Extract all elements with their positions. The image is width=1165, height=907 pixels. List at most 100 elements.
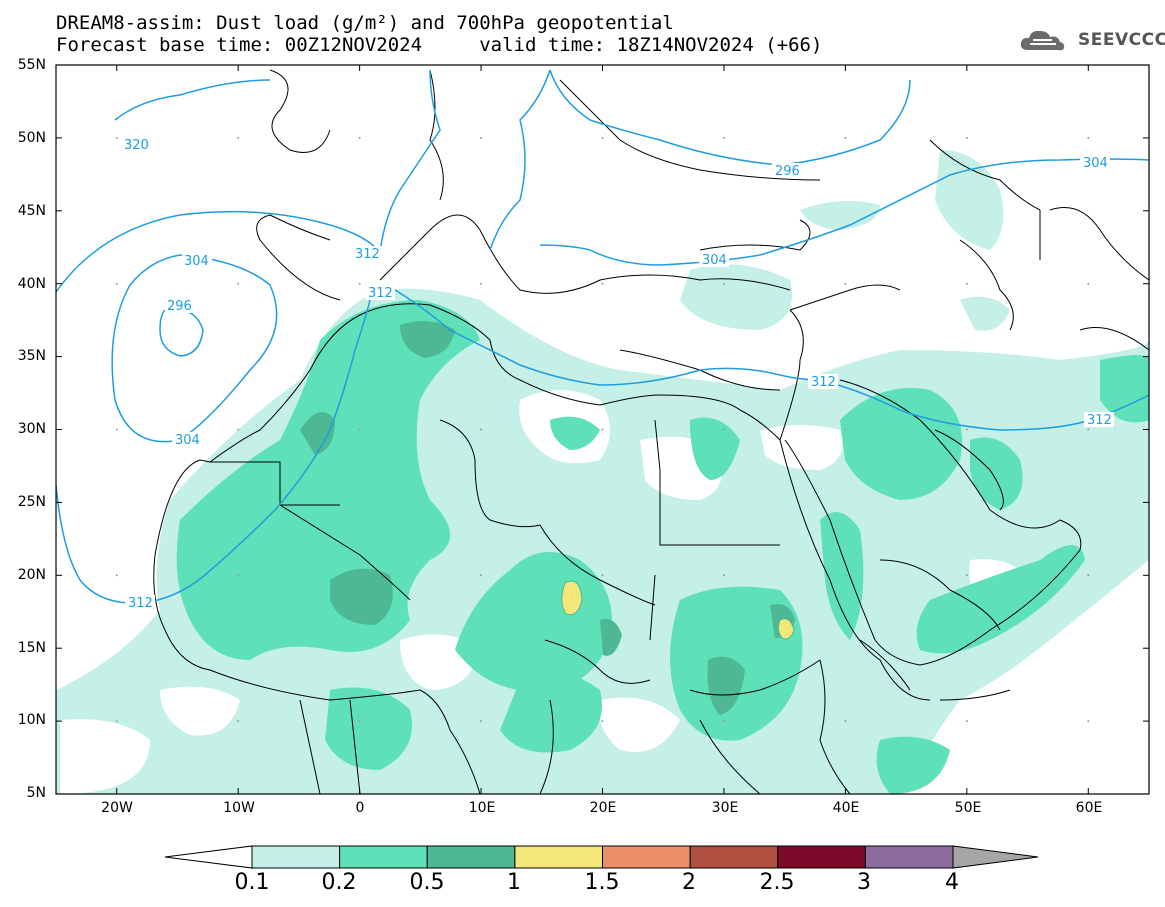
grid-dot [601,720,604,723]
contour-label-312-b: 312 [368,286,393,301]
colorbar-label: 3 [857,870,871,895]
geopotential-contours [56,69,1149,604]
grid-dot [480,136,483,139]
dust-field: 320 312 312 304 296 304 304 296 304 312 … [56,65,1149,794]
grid-dot [237,574,240,577]
grid-dot [115,428,118,431]
lat-label: 50N [17,130,46,146]
lon-label: 0 [355,800,365,816]
contour-label-304-b: 304 [175,433,200,448]
colorbar-swatch [864,845,954,869]
lon-label: 50E [954,800,982,816]
lat-label: 15N [17,640,46,656]
grid-dot [115,282,118,285]
logo-text: SEEVCCC [1078,30,1165,50]
grid-dot [722,574,725,577]
grid-dot [115,720,118,723]
contour-labels: 320 312 312 304 296 304 304 296 304 312 … [121,137,1114,611]
contour-label-296-a: 296 [167,299,192,314]
lat-label: 45N [17,203,46,219]
grid-dot [480,428,483,431]
cloud-icon [1020,30,1065,51]
colorbar-over-arrow [952,845,1039,869]
grid-dot [844,720,847,723]
grid-dot [358,136,361,139]
grid-dot [722,136,725,139]
contour-label-304-a: 304 [184,254,209,269]
grid-dot [722,428,725,431]
colorbar [164,845,1039,869]
grid-dot [965,136,968,139]
grid-dot [965,574,968,577]
colorbar-label: 1.5 [584,870,620,895]
lon-label: 20E [589,800,617,816]
lat-label: 55N [17,57,46,73]
grid-dot [1087,720,1090,723]
colorbar-label: 2 [682,870,696,895]
colorbar-label: 2.5 [759,870,795,895]
map-title: DREAM8-assim: Dust load (g/m²) and 700hP… [56,12,674,34]
colorbar-swatch [426,845,516,869]
contour-label-304-c: 304 [702,253,727,268]
lat-label: 30N [17,421,46,437]
colorbar-swatch [339,845,428,869]
grid-dots [115,136,1090,723]
lat-label: 10N [17,712,46,728]
lon-label: 10E [468,800,496,816]
grid-dot [844,428,847,431]
grid-dot [965,720,968,723]
lon-label: 60E [1075,800,1103,816]
grid-dot [358,574,361,577]
grid-dot [237,428,240,431]
lat-label: 40N [17,276,46,292]
grid-dot [601,428,604,431]
grid-dot [844,282,847,285]
grid-dot [722,282,725,285]
lat-label: 35N [17,348,46,364]
colorbar-label: 4 [945,870,959,895]
grid-dot [115,136,118,139]
grid-dot [965,428,968,431]
colorbar-label: 0.5 [409,870,445,895]
lat-label: 20N [17,567,46,583]
grid-dot [480,282,483,285]
lat-label: 25N [17,494,46,510]
colorbar-swatch [689,845,779,869]
contour-label-312-a: 312 [355,247,380,262]
contour-label-312-c: 312 [811,375,836,390]
contour-label-304-d: 304 [1083,156,1108,171]
grid-dot [844,574,847,577]
grid-dot [358,720,361,723]
seevccc-logo: SEEVCCC [1018,26,1165,54]
grid-dot [1087,282,1090,285]
contour-label-320: 320 [124,138,149,153]
lon-label: 40E [832,800,860,816]
axis-ticks [56,64,1149,795]
grid-dot [237,282,240,285]
grid-dot [601,574,604,577]
lon-label: 30E [711,800,739,816]
grid-dot [358,282,361,285]
colorbar-label: 1 [507,870,521,895]
map-subtitle: Forecast base time: 00Z12NOV2024 valid t… [56,34,823,56]
colorbar-swatch [602,845,691,869]
grid-dot [115,574,118,577]
lon-label: 20W [101,800,133,816]
grid-dot [601,136,604,139]
grid-dot [1087,428,1090,431]
grid-dot [965,282,968,285]
dust-gaps [60,390,1030,794]
colorbar-under-arrow [164,845,253,869]
grid-dot [237,136,240,139]
grid-dot [480,720,483,723]
grid-dot [1087,136,1090,139]
contour-label-312-e: 312 [128,596,153,611]
colorbar-label: 0.1 [234,870,270,895]
grid-dot [480,574,483,577]
contour-label-296-b: 296 [775,164,800,179]
contour-label-312-d: 312 [1087,413,1112,428]
grid-dot [844,136,847,139]
dust-peak-areas [561,580,795,640]
grid-dot [601,282,604,285]
